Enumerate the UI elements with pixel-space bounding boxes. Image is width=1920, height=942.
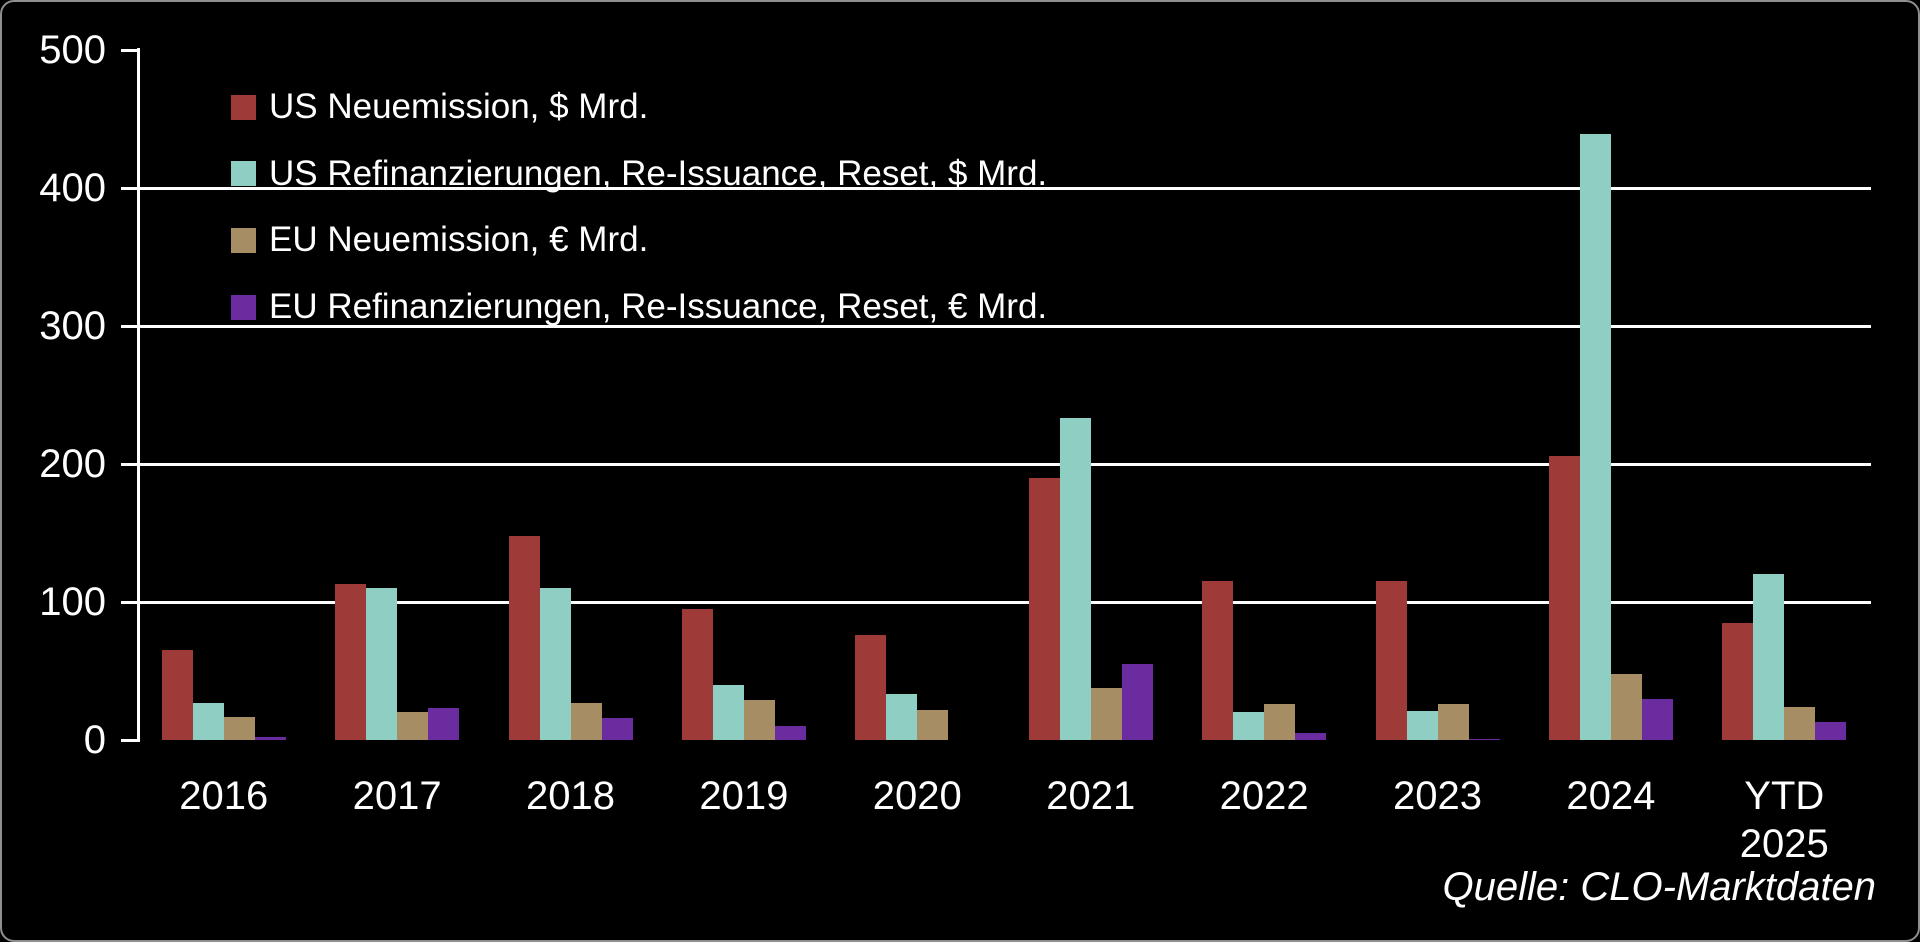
y-tick-200	[121, 462, 137, 466]
bar-ytd-2025-s3	[1815, 722, 1847, 740]
legend-item-2: EU Neuemission, € Mrd.	[231, 215, 648, 265]
bar-2023-s0	[1375, 581, 1407, 740]
gridline-200	[137, 462, 1871, 466]
bar-2019-s3	[774, 726, 806, 740]
legend-item-0: US Neuemission, $ Mrd.	[231, 82, 648, 132]
bar-2016-s3	[254, 737, 286, 740]
bar-2024-s3	[1641, 698, 1673, 740]
x-label-2021: 2021	[1046, 774, 1136, 818]
bar-2017-s1	[366, 588, 398, 740]
legend-label-1: US Refinanzierungen, Re-Issuance, Reset,…	[269, 153, 1048, 193]
bar-2020-s2	[917, 709, 949, 740]
bar-2018-s2	[570, 702, 602, 740]
bar-2020-s1	[886, 694, 918, 740]
gridline-400	[137, 186, 1871, 190]
y-tick-300	[121, 324, 137, 328]
bar-2022-s0	[1202, 581, 1234, 740]
legend-label-3: EU Refinanzierungen, Re-Issuance, Reset,…	[269, 287, 1048, 327]
bar-ytd-2025-s1	[1753, 574, 1785, 740]
bar-2018-s1	[539, 588, 571, 740]
bar-2023-s3	[1468, 738, 1500, 740]
x-label-2019: 2019	[699, 774, 789, 818]
y-axis-line	[137, 48, 140, 742]
legend-swatch-0	[231, 94, 256, 120]
x-label-2024: 2024	[1566, 774, 1656, 818]
bar-2017-s0	[335, 584, 367, 740]
source-note: Quelle: CLO-Marktdaten	[1442, 865, 1876, 909]
x-label-2017: 2017	[352, 774, 442, 818]
y-tick-0	[121, 738, 137, 742]
bar-2023-s1	[1406, 711, 1438, 740]
bar-2022-s2	[1264, 704, 1296, 740]
bar-2018-s0	[508, 535, 540, 740]
x-label-2016: 2016	[179, 774, 269, 818]
legend-label-0: US Neuemission, $ Mrd.	[269, 87, 649, 126]
bar-2017-s3	[428, 708, 460, 740]
bar-2022-s1	[1233, 712, 1265, 740]
x-label-2023: 2023	[1393, 774, 1482, 818]
bar-2022-s3	[1295, 733, 1327, 740]
bar-2016-s1	[192, 702, 224, 740]
x-label-ytd-2025: YTD 2025	[1739, 774, 1829, 866]
y-tick-100	[121, 600, 137, 604]
bar-2021-s3	[1121, 664, 1153, 740]
legend-item-3: EU Refinanzierungen, Re-Issuance, Reset,…	[231, 282, 1047, 332]
bar-2019-s2	[743, 699, 775, 740]
legend-label-2: EU Neuemission, € Mrd.	[269, 220, 649, 260]
y-tick-label-0: 0	[83, 718, 106, 762]
y-tick-label-500: 500	[39, 28, 106, 72]
bar-2016-s2	[223, 716, 255, 740]
bar-2023-s2	[1437, 704, 1469, 740]
y-tick-label-400: 400	[39, 166, 106, 210]
gridline-100	[137, 600, 1871, 604]
y-tick-label-300: 300	[39, 304, 106, 348]
x-label-2022: 2022	[1219, 774, 1309, 818]
bar-2024-s1	[1579, 134, 1611, 740]
y-tick-500	[121, 48, 137, 52]
bar-2021-s2	[1090, 687, 1122, 740]
bar-2018-s3	[601, 717, 633, 740]
x-label-2020: 2020	[872, 774, 962, 818]
legend-swatch-2	[231, 227, 256, 253]
bar-2024-s2	[1610, 673, 1642, 740]
bar-2017-s2	[397, 712, 429, 740]
bar-2016-s0	[161, 650, 193, 740]
bar-ytd-2025-s2	[1784, 706, 1816, 740]
y-tick-400	[121, 186, 137, 190]
bar-ytd-2025-s0	[1722, 622, 1754, 740]
legend-swatch-3	[231, 294, 256, 320]
y-tick-label-100: 100	[39, 580, 106, 624]
x-label-2018: 2018	[526, 774, 615, 818]
legend-swatch-1	[231, 161, 256, 187]
legend-item-1: US Refinanzierungen, Re-Issuance, Reset,…	[231, 149, 1047, 199]
bar-2019-s1	[712, 684, 744, 740]
bar-2020-s0	[855, 635, 887, 740]
bar-2021-s1	[1059, 418, 1091, 740]
gridline-300	[137, 324, 1871, 328]
bar-2019-s0	[681, 608, 713, 740]
bar-2021-s0	[1028, 477, 1060, 740]
y-tick-label-200: 200	[39, 442, 106, 486]
bar-2024-s0	[1548, 455, 1580, 740]
